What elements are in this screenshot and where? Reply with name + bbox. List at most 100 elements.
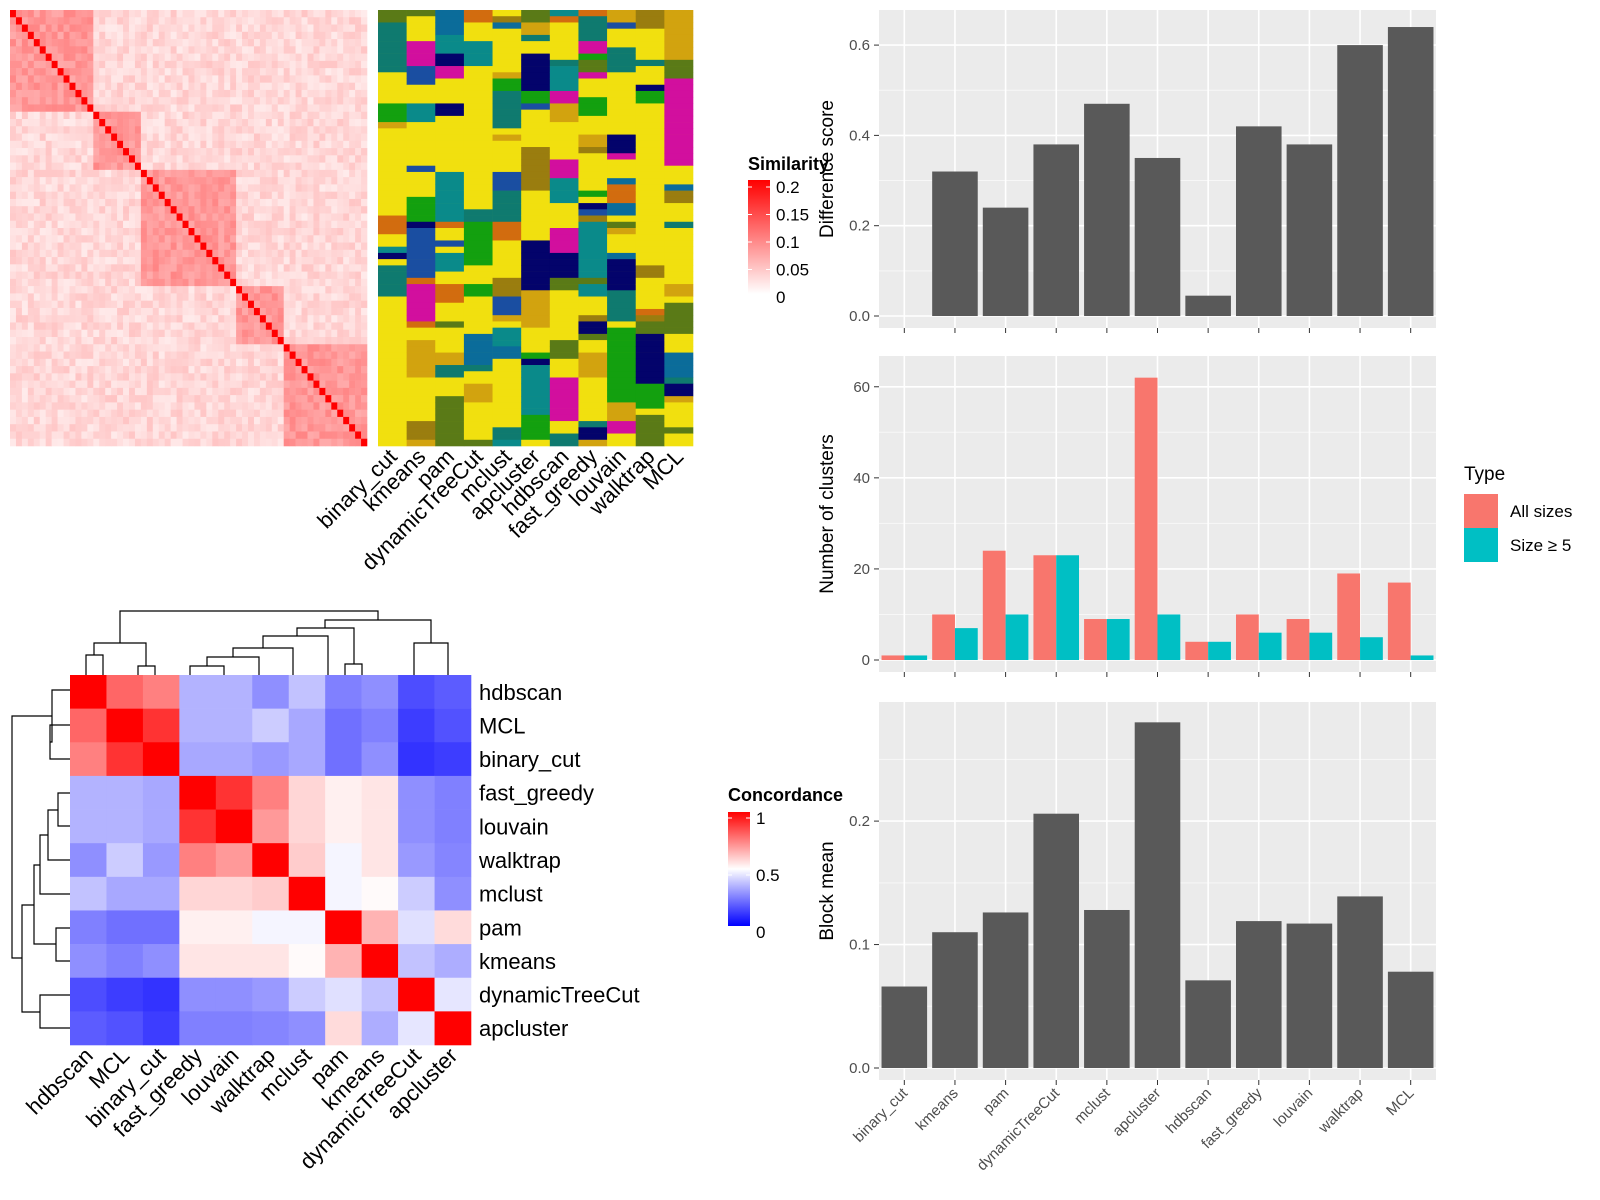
concordance-cell [70, 876, 107, 911]
y-tick-label: 0.2 [849, 218, 870, 235]
block-mean-chart: 0.0 0.1 0.2 Block mean [817, 702, 1436, 1085]
concordance-legend: Concordance 1 0.5 0 [728, 785, 843, 942]
concordance-cell [215, 1011, 253, 1046]
concordance-row-label: dynamicTreeCut [479, 983, 640, 1008]
concordance-cell [361, 742, 399, 777]
concordance-cell [252, 742, 290, 777]
concordance-row-label: walktrap [478, 848, 561, 873]
concordance-cell [288, 910, 326, 945]
bar [1185, 641, 1209, 660]
y-tick-label: 60 [853, 379, 870, 396]
bar [881, 986, 928, 1068]
x-category-label: pam [980, 1085, 1013, 1118]
concordance-row-label: louvain [479, 814, 549, 839]
bar [1134, 157, 1181, 316]
similarity-legend-tick: 0.1 [776, 233, 800, 252]
concordance-cell [70, 675, 107, 709]
similarity-heatmap [10, 10, 368, 447]
concordance-cell [252, 809, 290, 844]
bar [1286, 144, 1333, 316]
concordance-cell [179, 876, 217, 911]
bar [1033, 144, 1080, 316]
concordance-cell [106, 977, 144, 1012]
concordance-cell [179, 910, 217, 945]
concordance-cell [398, 944, 435, 979]
concordance-cell [361, 708, 399, 743]
concordance-cell [325, 809, 362, 844]
x-category-label: apcluster [1109, 1085, 1164, 1140]
concordance-col-label: hdbscan [21, 1043, 98, 1120]
concordance-cell [398, 876, 435, 911]
similarity-legend: Similarity 0.2 0.15 0.1 0.05 0 [748, 154, 829, 307]
concordance-cell [288, 675, 326, 709]
type-legend: Type All sizes Size ≥ 5 [1464, 464, 1572, 562]
bar [1084, 909, 1130, 1068]
bar [1033, 555, 1057, 660]
concordance-cell [179, 843, 217, 878]
y-tick-label: 0.6 [849, 37, 870, 54]
concordance-cell [70, 977, 107, 1012]
concordance-cell [288, 977, 326, 1012]
concordance-cell [215, 742, 253, 777]
concordance-cell [288, 809, 326, 844]
concordance-cell [288, 708, 326, 743]
bar [1157, 614, 1181, 660]
x-category-label: MCL [1383, 1085, 1417, 1119]
concordance-cell [215, 775, 253, 810]
bar [881, 655, 905, 660]
concordance-cell [288, 775, 326, 810]
concordance-cell [70, 843, 107, 878]
concordance-cell [179, 977, 217, 1012]
concordance-cell [70, 910, 107, 945]
concordance-cell [361, 977, 399, 1012]
number-of-clusters-chart: 0 20 40 60 Number of clusters [817, 356, 1436, 677]
concordance-cell [398, 977, 435, 1012]
concordance-cell [361, 809, 399, 844]
y-tick-label: 0.2 [849, 813, 870, 830]
concordance-cell [434, 809, 472, 844]
concordance-cell [142, 876, 180, 911]
concordance-cell [434, 843, 472, 878]
concordance-cell [252, 977, 290, 1012]
concordance-row-label: hdbscan [479, 680, 562, 705]
legend-label-all-sizes: All sizes [1510, 502, 1572, 521]
concordance-cell [215, 944, 253, 979]
concordance-cell [361, 910, 399, 945]
concordance-cell [288, 876, 326, 911]
legend-swatch-all-sizes [1464, 494, 1498, 528]
bar [1056, 555, 1080, 660]
concordance-cell [288, 1011, 326, 1046]
bar [1235, 126, 1282, 316]
concordance-cell [215, 876, 253, 911]
concordance-cell [179, 742, 217, 777]
concordance-cell [142, 675, 180, 709]
concordance-cell [398, 675, 435, 709]
concordance-cell [142, 910, 180, 945]
x-category-label: louvain [1271, 1085, 1317, 1131]
concordance-cell [434, 977, 472, 1012]
concordance-cell [179, 708, 217, 743]
method-column-labels: binary_cutkmeanspamdynamicTreeCutmclusta… [312, 444, 688, 575]
bar [982, 550, 1006, 660]
y-tick-label: 0.0 [849, 1060, 870, 1077]
concordance-cell [252, 708, 290, 743]
y-tick-label: 0.1 [849, 937, 870, 954]
concordance-cell [434, 910, 472, 945]
x-category-label: mclust [1071, 1084, 1114, 1127]
concordance-cell [215, 843, 253, 878]
bar [1286, 619, 1310, 660]
concordance-legend-tick: 0 [756, 923, 765, 942]
x-category-label: kmeans [913, 1085, 962, 1134]
concordance-cell [288, 742, 326, 777]
concordance-cell [106, 675, 144, 709]
concordance-row-label: pam [479, 915, 522, 940]
concordance-cell [361, 775, 399, 810]
concordance-cell [179, 944, 217, 979]
concordance-cell [106, 843, 144, 878]
bar [1134, 722, 1181, 1068]
concordance-row-label: kmeans [479, 949, 556, 974]
difference-score-chart: 0.0 0.2 0.4 0.6 Difference score [817, 10, 1436, 333]
bar [982, 912, 1029, 1068]
concordance-cell [288, 843, 326, 878]
